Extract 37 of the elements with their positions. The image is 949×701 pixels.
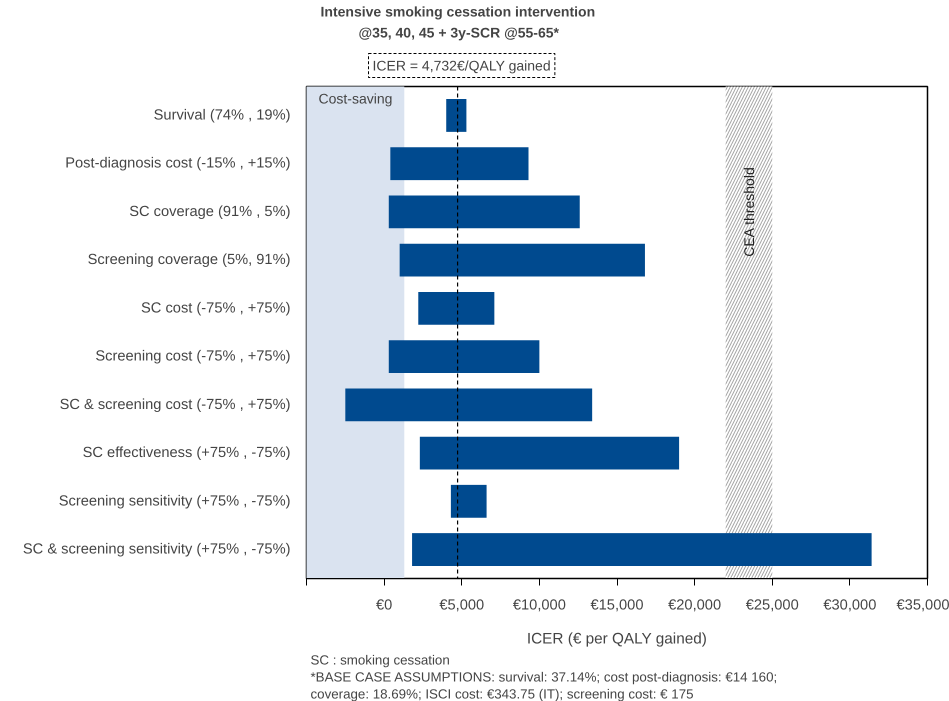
y-tick-label: SC coverage (91% , 5%) [129, 204, 291, 220]
bar [420, 436, 680, 470]
bar [388, 340, 540, 374]
text: *BASE CASE ASSUMPTIONS: survival: 37.14%; cost post-diagnosis: €14 160; [310, 670, 778, 684]
bar [345, 388, 592, 422]
x-tick-label: €5,000 [439, 598, 484, 614]
bar [390, 147, 529, 180]
bar [400, 244, 645, 277]
y-tick-label: Screening cost (-75% , +75%) [95, 348, 291, 365]
bar [418, 292, 494, 325]
chart-title: Intensive smoking cessation intervention [320, 4, 596, 20]
x-tick-label: €20,000 [668, 598, 722, 614]
x-tick-label: €30,000 [823, 598, 876, 614]
x-tick-label: €10,000 [512, 598, 566, 614]
chart-subtitle: @35, 40, 45 + 3y-SCR @55-65* [358, 24, 560, 40]
bar [388, 196, 580, 228]
y-tick-label: Survival (74% , 19%) [154, 107, 291, 124]
y-tick-label: SC & screening cost (-75% , +75%) [60, 396, 290, 413]
x-tick-label: €25,000 [746, 598, 799, 614]
y-tick-label: Post-diagnosis cost (-15% , +15%) [65, 156, 291, 172]
text: SC : smoking cessation [310, 652, 450, 668]
bar [446, 99, 466, 132]
bar [450, 484, 487, 518]
x-tick-label: €15,000 [590, 598, 644, 614]
band-label: CEA threshold [740, 167, 757, 257]
ref-line-label: ICER = 4,732€/QALY gained [372, 58, 551, 74]
y-tick-label: SC cost (-75% , +75%) [141, 300, 290, 316]
y-tick-label: SC & screening sensitivity (+75% , -75%) [22, 542, 291, 558]
y-tick-label: SC effectiveness (+75% , -75%) [82, 445, 291, 462]
bar [412, 533, 872, 566]
y-tick-label: Screening sensitivity (+75% , -75%) [58, 493, 291, 510]
y-tick-label: Screening coverage (5%, 91%) [88, 252, 291, 268]
x-tick-label: €35,000 [896, 598, 949, 614]
text: coverage: 18.69%; ISCI cost: €343.75 (IT); screening cost: € 175 [310, 686, 694, 701]
x-axis-title: ICER (€ per QALY gained) [526, 630, 707, 648]
band-label: Cost-saving [318, 90, 392, 106]
x-tick-label: €0 [376, 598, 392, 614]
